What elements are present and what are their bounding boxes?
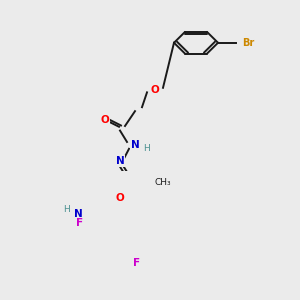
Text: H: H: [63, 205, 69, 214]
Text: F: F: [76, 218, 84, 229]
Text: Br: Br: [242, 38, 254, 48]
Text: N: N: [74, 209, 82, 219]
Text: N: N: [130, 140, 140, 150]
Text: F: F: [134, 258, 141, 268]
Text: N: N: [116, 156, 124, 166]
Text: O: O: [100, 115, 109, 125]
Text: H: H: [144, 144, 150, 153]
Text: O: O: [116, 194, 124, 203]
Text: O: O: [151, 85, 159, 95]
Text: CH₃: CH₃: [155, 178, 171, 187]
